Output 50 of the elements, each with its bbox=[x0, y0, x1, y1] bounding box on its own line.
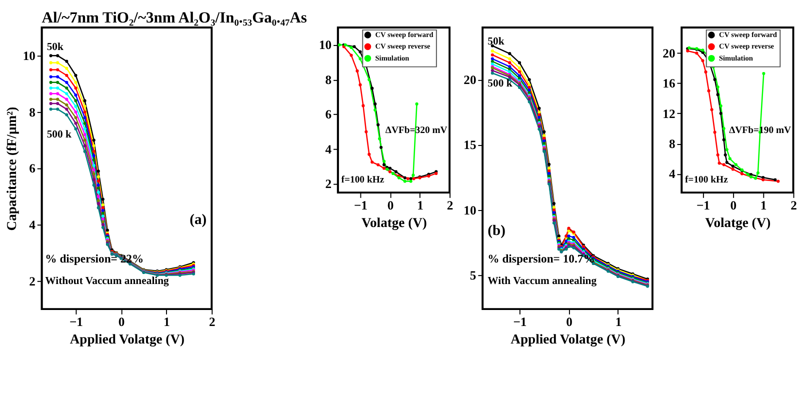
y-tick-label: 4 bbox=[325, 142, 332, 156]
annotation: Without Vaccum annealing bbox=[45, 274, 170, 287]
y-axis-title: Capacitance (fF/µm²) bbox=[4, 106, 20, 231]
y-tick-label: 10 bbox=[318, 38, 332, 52]
y-tick-label: 2 bbox=[29, 274, 36, 288]
y-tick-label: 15 bbox=[464, 138, 476, 152]
annotation: 500 k bbox=[488, 78, 512, 90]
x-tick-label: 0 bbox=[566, 315, 572, 330]
annotation: f=100 kHz bbox=[341, 174, 385, 186]
x-tick-label: 0 bbox=[730, 198, 737, 213]
y-tick-label: 10 bbox=[22, 49, 36, 64]
y-tick-label: 2 bbox=[325, 177, 332, 192]
annotation: 50k bbox=[46, 41, 64, 54]
y-tick-label: 20 bbox=[662, 46, 676, 60]
x-axis-title: Volatge (V) bbox=[361, 215, 427, 230]
y-tick-label: 12 bbox=[662, 106, 676, 121]
y-tick-label: 16 bbox=[662, 76, 676, 91]
annotation: 50k bbox=[488, 35, 504, 48]
chart-title: Al/~7nm TiO₂/~3nm Al₂O₃/In₀.₅₃Ga₀.₄₇As bbox=[42, 10, 307, 27]
x-axis-title: Applied Volatge (V) bbox=[70, 332, 185, 347]
x-tick-label: 0 bbox=[118, 315, 125, 330]
annotation: With Vaccum annealing bbox=[488, 274, 598, 287]
y-tick-label: 4 bbox=[29, 218, 36, 232]
y-tick-label: 4 bbox=[668, 167, 676, 182]
annotation: f=100 kHz bbox=[684, 174, 729, 186]
x-axis-title: Applied Volatge (V) bbox=[510, 332, 626, 347]
x-tick-label: 1 bbox=[615, 315, 622, 330]
y-tick-label: 5 bbox=[470, 268, 476, 283]
x-tick-label: 2 bbox=[790, 198, 797, 213]
x-tick-label: −1 bbox=[354, 198, 368, 213]
x-tick-label: 2 bbox=[208, 315, 216, 330]
y-tick-label: 6 bbox=[29, 162, 36, 176]
annotation: (a) bbox=[190, 212, 207, 228]
x-tick-label: −1 bbox=[513, 315, 527, 330]
y-tick-label: 6 bbox=[325, 108, 332, 122]
x-tick-label: 2 bbox=[446, 198, 454, 213]
y-tick-label: 8 bbox=[668, 136, 676, 151]
annotation: 500 k bbox=[46, 128, 72, 140]
annotation: (b) bbox=[488, 223, 506, 240]
y-tick-label: 8 bbox=[29, 105, 36, 120]
y-tick-label: 8 bbox=[325, 72, 332, 87]
y-tick-label: 20 bbox=[464, 73, 476, 88]
x-tick-label: 0 bbox=[387, 198, 394, 213]
x-tick-label: −1 bbox=[69, 315, 83, 330]
x-tick-label: 1 bbox=[417, 198, 424, 213]
x-tick-label: 1 bbox=[164, 315, 170, 330]
x-tick-label: −1 bbox=[696, 198, 710, 213]
y-tick-label: 10 bbox=[464, 203, 476, 218]
x-axis-title: Volatge (V) bbox=[705, 215, 771, 230]
x-tick-label: 1 bbox=[760, 198, 767, 213]
